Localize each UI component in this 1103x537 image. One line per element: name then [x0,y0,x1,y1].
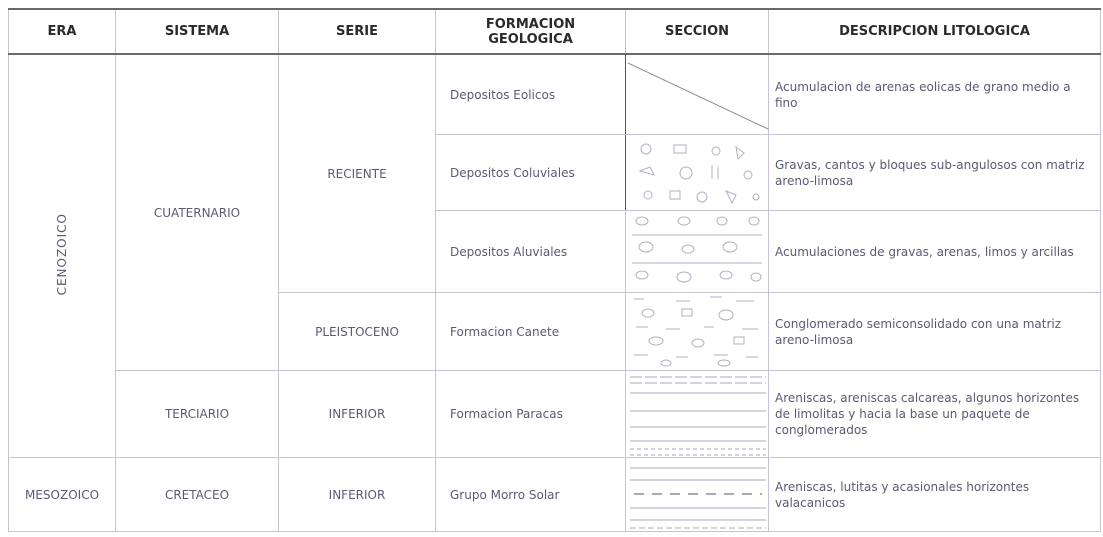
column-header: FORMACION GEOLOGICA [435,8,626,55]
contact-line [627,62,769,130]
row: TERCIARIO INFERIOR Formacion Paracas Are… [9,370,1101,458]
stratigraphic-table-wrapper: ERA SISTEMA SERIE FORMACION GEOLOGICA SE… [8,8,1101,532]
formacion-cell: Depositos Aluviales [435,210,626,293]
serie-cell: INFERIOR [278,370,436,458]
seccion-cell [625,457,769,532]
seccion-cell [625,134,769,211]
sistema-cell: TERCIARIO [115,370,279,458]
stratigraphic-table: ERA SISTEMA SERIE FORMACION GEOLOGICA SE… [8,8,1101,532]
column-header: DESCRIPCION LITOLOGICA [768,8,1101,55]
seccion-cell [625,370,769,458]
era-cell: MESOZOICO [8,457,116,532]
descripcion-cell: Acumulacion de arenas eolicas de grano m… [768,53,1101,135]
section-pattern [634,296,758,367]
header-row: ERA SISTEMA SERIE FORMACION GEOLOGICA SE… [8,8,1101,55]
column-header: SISTEMA [115,8,279,55]
era-cell: CENOZOICO [8,53,116,458]
serie-cell: PLEISTOCENO [278,292,436,371]
serie-cell: RECIENTE [278,53,436,293]
section-pattern [632,216,762,283]
descripcion-cell: Conglomerado semiconsolidado con una mat… [768,292,1101,371]
row: Depositos Aluviales Acumulaciones de gra… [9,210,1101,293]
section-pattern [638,143,760,205]
seccion-cell [625,53,769,135]
row: Depositos Coluviales Gravas, cantos y bl… [9,134,1101,211]
era: CENOZOICO [55,213,69,296]
descripcion-cell: Areniscas, areniscas calcareas, algunos … [768,370,1101,458]
row: PLEISTOCENO Formacion Canete Conglomerad… [9,292,1101,371]
column-header: SECCION [625,8,769,55]
section-pattern [627,62,769,130]
serie-cell: INFERIOR [278,457,436,532]
section-pattern [630,467,766,529]
formacion-cell: Formacion Canete [435,292,626,371]
seccion-cell [625,210,769,293]
row: MESOZOICO CRETACEO INFERIOR Grupo Morro … [8,457,1101,532]
formacion-cell: Grupo Morro Solar [435,457,626,532]
descripcion-cell: Acumulaciones de gravas, arenas, limos y… [768,210,1101,293]
descripcion-cell: Areniscas, lutitas y acasionales horizon… [768,457,1101,532]
section-pattern [630,376,766,456]
column-header: SERIE [278,8,436,55]
column-header: ERA [8,8,116,55]
formacion-cell: Formacion Paracas [435,370,626,458]
descripcion-cell: Gravas, cantos y bloques sub-angulosos c… [768,134,1101,211]
formacion-cell: Depositos Coluviales [435,134,626,211]
formacion-cell: Depositos Eolicos [435,53,626,135]
sistema-cell: CRETACEO [115,457,279,532]
row: CENOZOICO CUATERNARIO RECIENTE Depositos… [8,53,1101,458]
seccion-cell [625,292,769,371]
sistema-cell: CUATERNARIO [115,53,279,371]
